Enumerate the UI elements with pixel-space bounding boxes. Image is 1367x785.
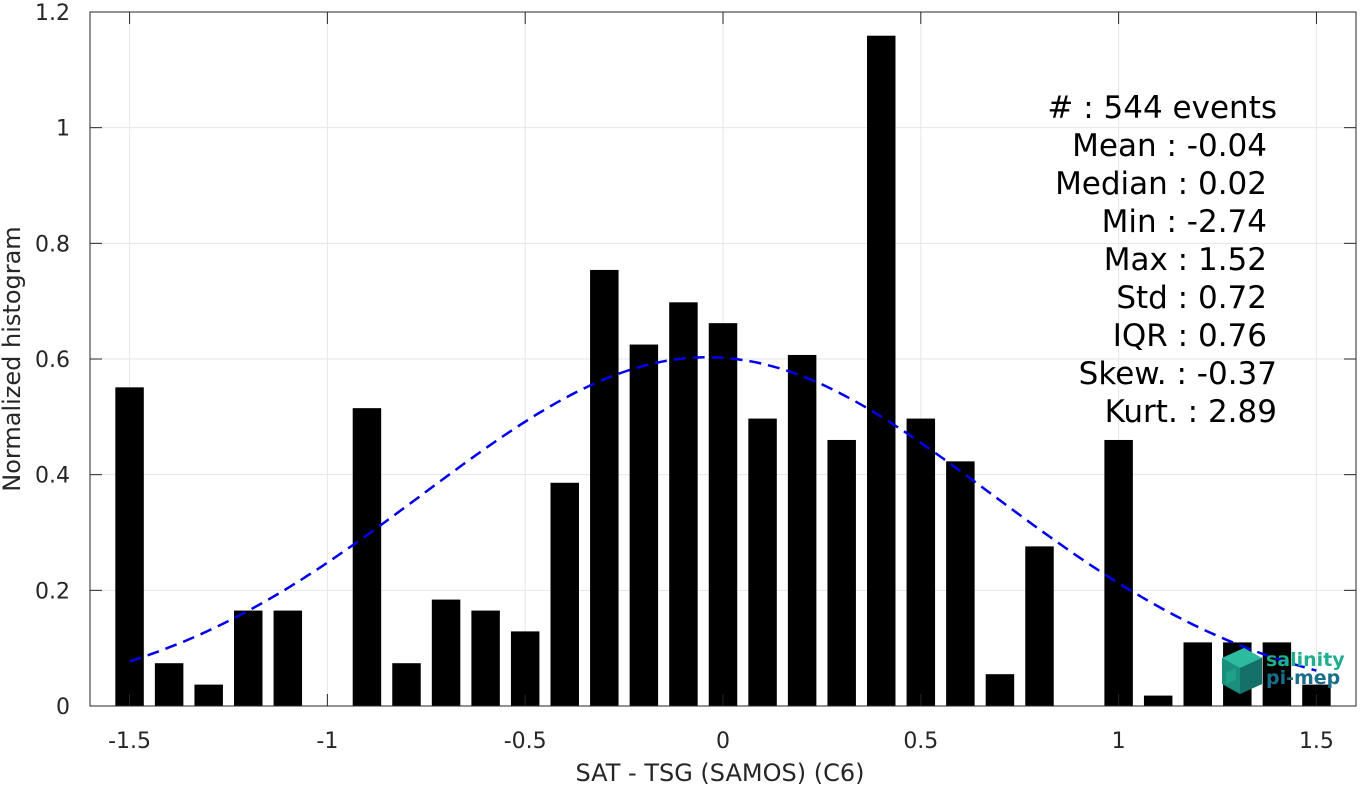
histogram-bar (1143, 695, 1173, 706)
histogram-bar (748, 418, 777, 706)
stat-line: # : 544 events (1047, 90, 1277, 126)
y-tick-label: 1 (56, 117, 70, 142)
histogram-bar (867, 35, 896, 706)
y-tick-labels: 0 0.2 0.4 0.6 0.8 1 1.2 (35, 1, 70, 720)
fit-curve-line (129, 356, 1317, 672)
histogram-bar (154, 663, 184, 706)
y-tick-label: 0.8 (35, 232, 70, 257)
histogram-bar (1025, 546, 1054, 706)
histogram-bar (669, 302, 698, 706)
x-tick-label: 0.5 (903, 729, 938, 754)
stat-line: Skew. : -0.37 (1079, 356, 1277, 392)
histogram-bar (946, 461, 975, 706)
histogram-bars (115, 35, 1331, 706)
histogram-bar (827, 439, 856, 706)
histogram-bar (590, 269, 619, 706)
histogram-bar (708, 323, 738, 706)
stat-line: Min : -2.74 (1102, 204, 1267, 240)
histogram-bar (550, 482, 579, 706)
y-tick-label: 1.2 (35, 1, 70, 26)
gaussian-fit-curve (129, 356, 1317, 672)
histogram-bar (431, 599, 461, 706)
y-tick-label: 0.6 (35, 348, 70, 373)
stat-line: Mean : -0.04 (1072, 128, 1267, 164)
logo-text-pimep: pi-mep (1266, 667, 1340, 689)
salinity-pimep-logo: salinity pi-mep (1222, 648, 1345, 694)
histogram-bar (1104, 439, 1133, 706)
y-tick-label: 0.4 (35, 464, 70, 489)
x-tick-label: 0 (716, 729, 730, 754)
histogram-bar (273, 610, 303, 706)
histogram-bar (392, 663, 421, 706)
histogram-bar (1262, 642, 1292, 706)
axes (89, 11, 1357, 707)
histogram-bar (985, 674, 1015, 706)
x-tick-label: 1.5 (1299, 729, 1334, 754)
histogram-bar (629, 344, 659, 706)
stat-line: Kurt. : 2.89 (1105, 394, 1277, 430)
histogram-bar (471, 610, 500, 706)
y-tick-label: 0.2 (35, 579, 70, 604)
x-tick-label: -0.5 (504, 729, 547, 754)
stat-line: Max : 1.52 (1104, 242, 1267, 278)
stat-line: IQR : 0.76 (1113, 318, 1267, 354)
y-axis-label: Normalized histogram (0, 226, 26, 491)
histogram-bar (510, 631, 540, 706)
histogram-bar (352, 408, 382, 706)
histogram-bar (906, 418, 936, 706)
histogram-bar (1183, 642, 1212, 706)
histogram-bar (194, 684, 223, 706)
x-tick-label: -1 (316, 729, 338, 754)
histogram-bar (234, 610, 263, 706)
x-tick-label: 1 (1112, 729, 1126, 754)
histogram-bar (787, 354, 817, 706)
x-tick-label: -1.5 (108, 729, 151, 754)
y-tick-label: 0 (56, 695, 70, 720)
stat-line: Std : 0.72 (1116, 280, 1267, 316)
x-axis-label: SAT - TSG (SAMOS) (C6) (576, 759, 865, 785)
histogram-bar (115, 387, 144, 706)
logo-text-salinity: salinity (1266, 649, 1345, 671)
x-tick-labels: -1.5 -1 -0.5 0 0.5 1 1.5 (108, 729, 1334, 754)
logo-cube-icon (1222, 648, 1262, 694)
stat-line: Median : 0.02 (1055, 166, 1267, 202)
